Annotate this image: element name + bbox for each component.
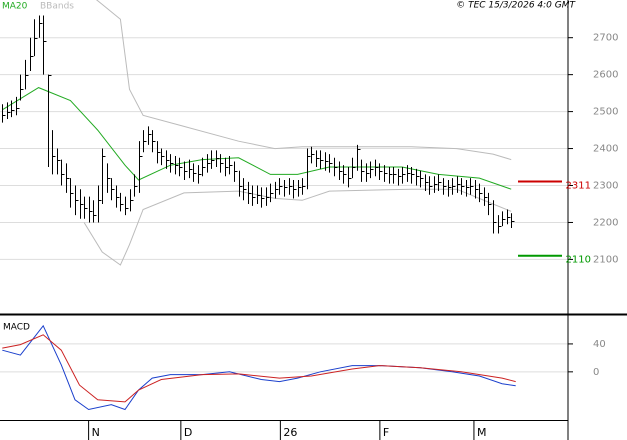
y-tick-label: 2100	[593, 254, 618, 265]
y-tick-label: 2300	[593, 181, 618, 192]
band-upper	[95, 0, 512, 161]
x-tick-label: F	[383, 426, 389, 439]
band-lower	[83, 188, 512, 266]
level-label: 2311	[566, 180, 591, 191]
y-tick-label: 0	[593, 367, 599, 378]
x-tick-label: N	[92, 426, 100, 439]
x-tick-label: D	[184, 426, 192, 439]
ma-line	[2, 87, 512, 190]
macd-line	[2, 334, 516, 403]
y-tick-label: 2600	[593, 70, 618, 81]
macd-panel	[2, 324, 516, 411]
copyright: © TEC 15/3/2026 4:0 GMT	[456, 1, 576, 11]
y-tick-label: 40	[593, 339, 606, 350]
level-label: 2110	[566, 255, 591, 266]
x-tick-label: 26	[283, 426, 297, 439]
x-tick-label: M	[477, 426, 487, 439]
price-panel	[2, 0, 515, 266]
y-tick-label: 2200	[593, 217, 618, 228]
y-tick-label: 2400	[593, 144, 618, 155]
y-tick-label: 2700	[593, 33, 618, 44]
legend-bbands: BBands	[40, 2, 74, 12]
y-tick-label: 2500	[593, 107, 618, 118]
macd-title: MACD	[3, 323, 30, 333]
legend-ma20: MA20	[2, 2, 28, 12]
grid	[0, 37, 573, 373]
